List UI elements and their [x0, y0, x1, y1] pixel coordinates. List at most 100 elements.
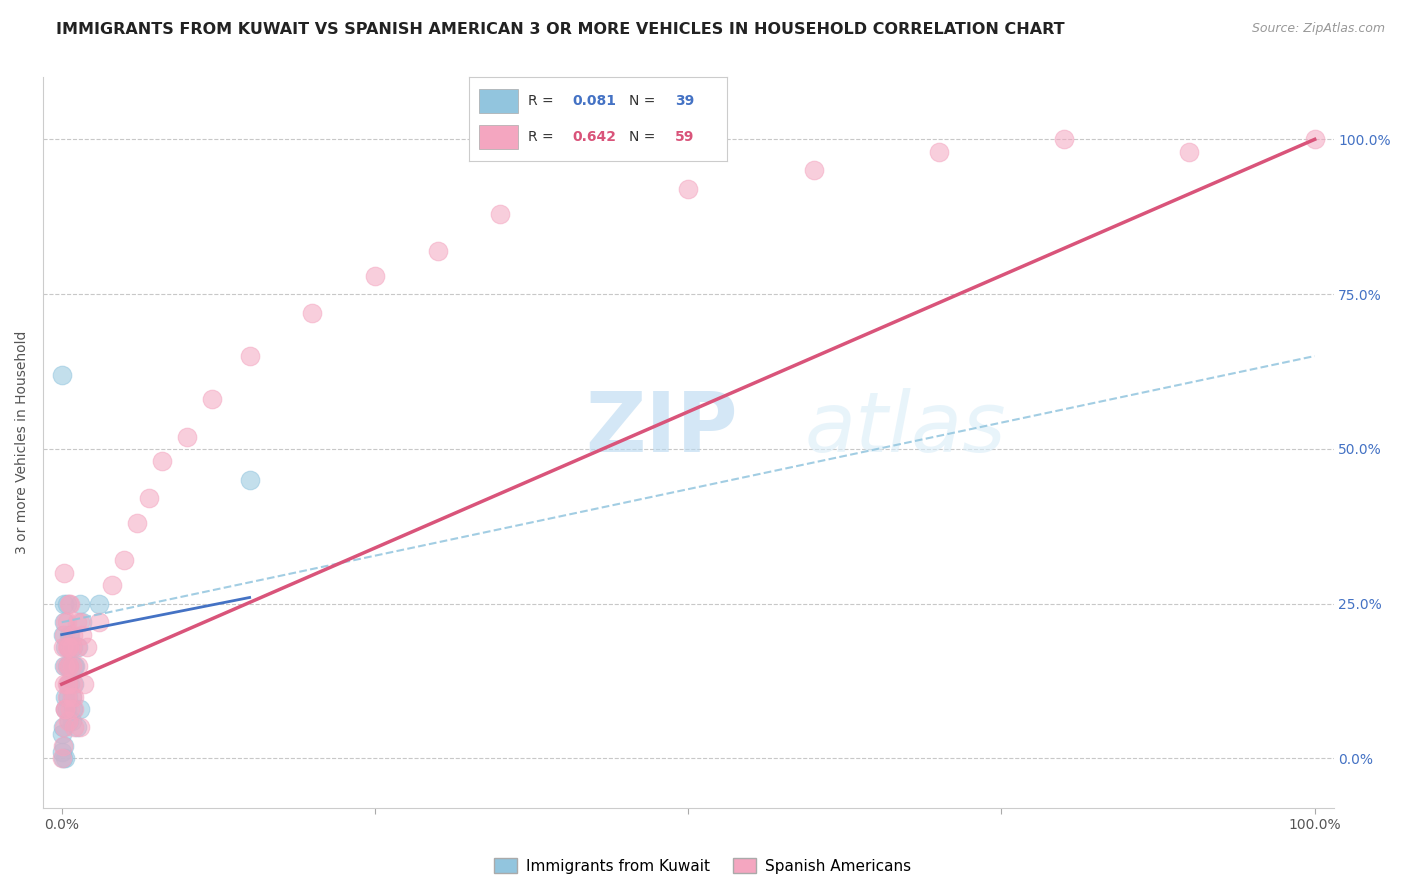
Point — [138, 491, 160, 506]
Point — [53, 566, 76, 580]
Point — [150, 454, 173, 468]
Point — [56, 640, 79, 654]
Point — [301, 306, 323, 320]
Point — [58, 597, 80, 611]
Point — [55, 640, 77, 654]
Point — [55, 690, 77, 704]
Point — [51, 751, 73, 765]
Point — [55, 597, 77, 611]
Point — [51, 745, 73, 759]
Point — [1303, 132, 1326, 146]
Text: ZIP: ZIP — [585, 388, 738, 468]
Point — [62, 702, 84, 716]
Point — [70, 615, 93, 630]
Point — [55, 658, 77, 673]
Point — [89, 615, 111, 630]
Point — [56, 690, 79, 704]
Point — [53, 597, 76, 611]
Point — [55, 702, 77, 716]
Point — [112, 553, 135, 567]
Point — [55, 640, 77, 654]
Point — [60, 690, 83, 704]
Point — [928, 145, 950, 159]
Point — [53, 739, 76, 753]
Point — [58, 640, 80, 654]
Point — [59, 627, 82, 641]
Point — [803, 163, 825, 178]
Point — [176, 429, 198, 443]
Point — [73, 677, 96, 691]
Point — [66, 658, 89, 673]
Point — [239, 473, 262, 487]
Point — [53, 658, 76, 673]
Point — [101, 578, 124, 592]
Point — [51, 727, 73, 741]
Point — [55, 702, 77, 716]
Point — [55, 658, 77, 673]
Point — [59, 702, 82, 716]
Text: IMMIGRANTS FROM KUWAIT VS SPANISH AMERICAN 3 OR MORE VEHICLES IN HOUSEHOLD CORRE: IMMIGRANTS FROM KUWAIT VS SPANISH AMERIC… — [56, 22, 1064, 37]
Point — [62, 640, 84, 654]
Text: atlas: atlas — [804, 388, 1005, 468]
Point — [55, 702, 77, 716]
Point — [63, 658, 86, 673]
Point — [55, 615, 77, 630]
Point — [62, 677, 84, 691]
Point — [58, 714, 80, 729]
Point — [65, 658, 87, 673]
Point — [69, 721, 91, 735]
Point — [53, 615, 76, 630]
Point — [201, 392, 224, 407]
Point — [66, 640, 89, 654]
Point — [426, 244, 449, 258]
Point — [63, 677, 86, 691]
Point — [55, 615, 77, 630]
Point — [56, 714, 79, 729]
Point — [66, 721, 89, 735]
Point — [69, 615, 91, 630]
Point — [59, 597, 82, 611]
Point — [58, 627, 80, 641]
Point — [63, 690, 86, 704]
Point — [125, 516, 148, 531]
Point — [63, 702, 86, 716]
Point — [60, 658, 83, 673]
Point — [66, 640, 89, 654]
Point — [89, 597, 111, 611]
Point — [1178, 145, 1201, 159]
Legend: Immigrants from Kuwait, Spanish Americans: Immigrants from Kuwait, Spanish American… — [488, 852, 918, 880]
Point — [56, 677, 79, 691]
Point — [52, 751, 75, 765]
Point — [55, 677, 77, 691]
Point — [60, 714, 83, 729]
Point — [489, 207, 512, 221]
Point — [55, 751, 77, 765]
Y-axis label: 3 or more Vehicles in Household: 3 or more Vehicles in Household — [15, 331, 30, 555]
Point — [56, 658, 79, 673]
Point — [63, 721, 86, 735]
Point — [66, 615, 89, 630]
Point — [1053, 132, 1076, 146]
Point — [76, 640, 98, 654]
Point — [51, 368, 73, 382]
Point — [70, 627, 93, 641]
Point — [60, 690, 83, 704]
Point — [55, 690, 77, 704]
Point — [62, 627, 84, 641]
Point — [56, 640, 79, 654]
Point — [58, 658, 80, 673]
Point — [60, 640, 83, 654]
Point — [53, 677, 76, 691]
Point — [59, 677, 82, 691]
Point — [69, 702, 91, 716]
Point — [69, 597, 91, 611]
Point — [53, 721, 76, 735]
Point — [676, 182, 699, 196]
Point — [52, 739, 75, 753]
Point — [52, 627, 75, 641]
Point — [55, 702, 77, 716]
Point — [239, 349, 262, 363]
Point — [53, 627, 76, 641]
Text: Source: ZipAtlas.com: Source: ZipAtlas.com — [1251, 22, 1385, 36]
Point — [52, 640, 75, 654]
